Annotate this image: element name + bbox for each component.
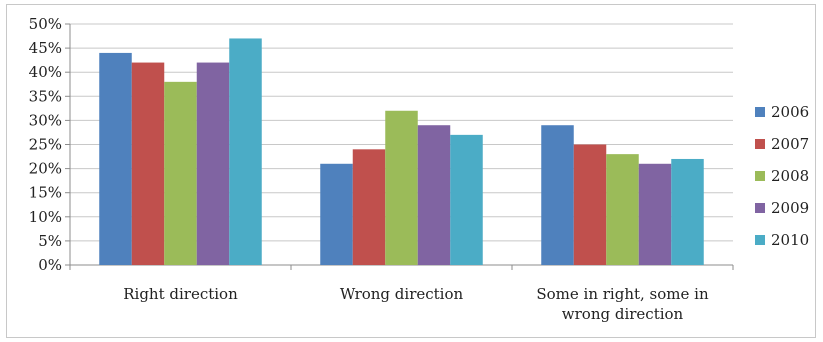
y-tick-label: 0% — [38, 256, 62, 274]
bar — [99, 52, 132, 265]
bar — [196, 62, 230, 266]
legend-label: 2010 — [771, 231, 809, 249]
legend-swatch — [755, 107, 765, 117]
bar — [385, 110, 418, 265]
y-tick-label: 5% — [38, 232, 62, 250]
bar — [638, 163, 672, 265]
bar — [164, 81, 197, 265]
y-tick-label: 35% — [29, 87, 62, 105]
legend-label: 2009 — [771, 199, 809, 217]
bar — [541, 125, 574, 265]
bar — [573, 144, 607, 265]
legend-label: 2006 — [771, 103, 809, 121]
legend-label: 2008 — [771, 167, 809, 185]
legend-swatch — [755, 235, 765, 245]
legend-swatch — [755, 171, 765, 181]
bar — [417, 125, 451, 265]
y-tick-label: 50% — [29, 15, 62, 33]
y-tick-label: 15% — [29, 184, 62, 202]
bar — [320, 163, 353, 265]
bar — [671, 158, 704, 265]
bar — [131, 62, 165, 266]
legend-label: 2007 — [771, 135, 809, 153]
bar — [606, 154, 639, 265]
bar — [229, 38, 262, 266]
legend-swatch — [755, 203, 765, 213]
y-tick-label: 45% — [29, 39, 62, 57]
category-label: Right direction — [123, 285, 238, 303]
y-tick-label: 20% — [29, 160, 62, 178]
y-tick-label: 25% — [29, 136, 62, 154]
bar — [450, 134, 483, 265]
category-label: Some in right, some in — [536, 285, 709, 303]
y-tick-label: 10% — [29, 208, 62, 226]
category-label: Wrong direction — [340, 285, 464, 303]
y-tick-label: 40% — [29, 63, 62, 81]
category-label: wrong direction — [562, 305, 684, 323]
y-tick-label: 30% — [29, 111, 62, 129]
bar — [352, 149, 386, 265]
legend-swatch — [755, 139, 765, 149]
